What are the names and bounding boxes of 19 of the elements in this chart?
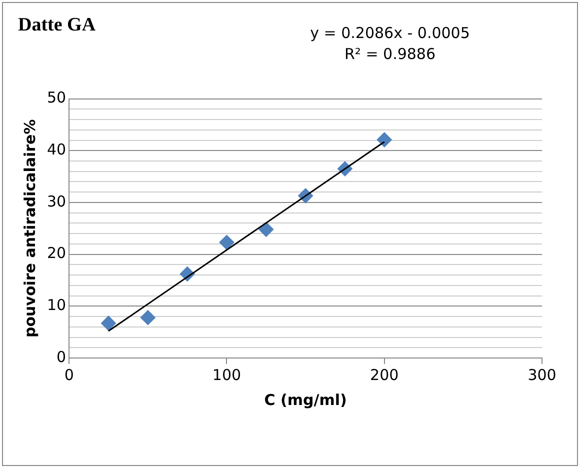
point	[100, 316, 116, 331]
point	[219, 234, 234, 250]
x-tick-label: 200	[370, 366, 399, 384]
y-tick-label: 40	[46, 140, 66, 159]
y-tick-label: 20	[46, 244, 66, 262]
y-tick-label: 0	[56, 348, 66, 366]
x-tick-label: 100	[212, 366, 242, 384]
point	[258, 222, 274, 237]
point	[140, 310, 156, 326]
x-tick-label: 300	[528, 366, 556, 384]
y-tick-label: 30	[46, 192, 66, 210]
chart-title: Datte GA	[18, 14, 96, 36]
text: y = 0.2086x - 0.0005	[310, 24, 470, 42]
y-tick-label: 50	[46, 88, 66, 107]
y-axis-title: pouvoire antiradicalaire%	[20, 119, 39, 338]
x-axis-title: C (mg/ml)	[264, 390, 347, 409]
text: R² = 0.9886	[344, 45, 436, 63]
point	[376, 132, 392, 148]
y-tick-label: 10	[46, 296, 66, 314]
